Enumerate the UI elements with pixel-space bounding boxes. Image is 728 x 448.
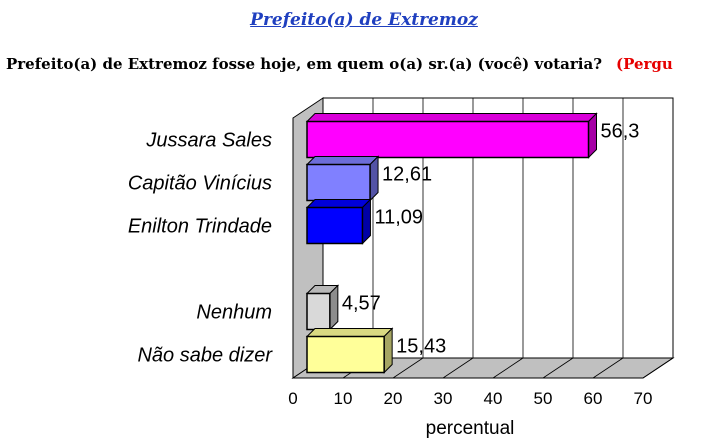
bar — [306, 206, 364, 245]
bar-side-4 — [329, 284, 339, 331]
bar-side-2 — [361, 198, 371, 245]
floor-gridline-30 — [442, 357, 474, 379]
floor-gridline-20 — [392, 357, 424, 379]
bar — [306, 163, 371, 202]
bar-top-2 — [305, 199, 372, 208]
bar-side-0 — [588, 112, 597, 159]
category-label: Enilton Trindade — [128, 216, 272, 238]
category-label: Jussara Sales — [145, 130, 272, 152]
bar-side-5 — [383, 327, 393, 374]
category-label: Nenhum — [196, 302, 272, 324]
value-label: 56,3 — [601, 121, 640, 143]
x-tick-label: 70 — [634, 389, 653, 408]
bar-top-1 — [305, 156, 380, 165]
x-tick-label: 20 — [384, 389, 403, 408]
x-tick-label: 60 — [584, 389, 603, 408]
bar-top-5 — [305, 328, 394, 337]
question-text: Prefeito(a) de Extremoz fosse hoje, em q… — [6, 55, 602, 73]
x-axis-label: percentual — [426, 418, 515, 439]
chart-title: Prefeito(a) de Extremoz — [250, 10, 478, 30]
question-tag: (Pergu — [615, 55, 673, 73]
floor-gridline-60 — [592, 357, 624, 379]
floor-gridline-70 — [642, 357, 674, 379]
floor-gridline-50 — [542, 357, 574, 379]
value-label: 15,43 — [396, 336, 446, 358]
bar-top-0 — [305, 113, 598, 122]
bar — [306, 335, 385, 374]
x-tick-label: 10 — [334, 389, 353, 408]
x-tick-label: 0 — [288, 389, 297, 408]
category-label: Não sabe dizer — [137, 345, 273, 367]
x-tick-label: 40 — [484, 389, 503, 408]
x-tick-label: 50 — [534, 389, 553, 408]
category-label: Capitão Vinícius — [128, 173, 272, 195]
value-label: 4,57 — [342, 293, 381, 315]
survey-question: Prefeito(a) de Extremoz fosse hoje, em q… — [6, 55, 673, 73]
floor-gridline-40 — [492, 357, 524, 379]
value-label: 11,09 — [374, 207, 423, 229]
bar — [306, 120, 590, 159]
x-tick-label: 30 — [434, 389, 453, 408]
value-label: 12,61 — [382, 164, 432, 186]
bar — [306, 292, 331, 331]
bar-side-1 — [369, 155, 379, 202]
